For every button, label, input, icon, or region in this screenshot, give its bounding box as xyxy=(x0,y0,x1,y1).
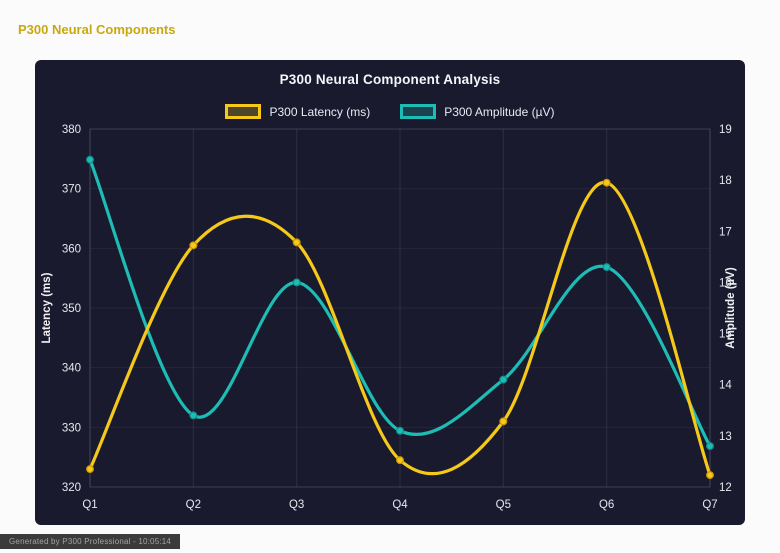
amplitude-point xyxy=(602,263,611,272)
left-axis-tick-label: 350 xyxy=(62,303,81,315)
latency-point xyxy=(396,456,405,465)
x-axis-tick-label: Q3 xyxy=(289,499,304,511)
chart-title: P300 Neural Component Analysis xyxy=(279,72,501,87)
right-axis-tick-label: 15 xyxy=(719,329,732,341)
amplitude-point xyxy=(499,375,508,384)
x-axis-tick-label: Q5 xyxy=(496,499,511,511)
plot-svg: 320 330 340 350 360 370 380 12 13 14 15 16 17 18 19 Q1 Q… xyxy=(41,124,737,511)
amplitude-point xyxy=(292,278,301,287)
x-axis-tick-label: Q1 xyxy=(82,499,97,511)
plot-border xyxy=(89,128,711,488)
chart-panel: 320 330 340 350 360 370 380 12 13 14 15 16 17 18 19 Q1 Q… xyxy=(35,60,745,525)
latency-point xyxy=(705,471,714,480)
amplitude-point xyxy=(396,426,405,435)
latency-point xyxy=(499,417,508,426)
right-axis-tick-label: 18 xyxy=(719,175,732,187)
latency-swatch-icon xyxy=(225,104,262,119)
amplitude-point xyxy=(705,442,714,451)
legend-label-latency: P300 Latency (ms) xyxy=(269,104,371,119)
x-axis-tick-label: Q4 xyxy=(392,499,408,511)
latency-point xyxy=(602,178,611,187)
latency-point xyxy=(292,238,301,247)
page-title: P300 Neural Components xyxy=(18,22,176,37)
right-axis-tick-label: 13 xyxy=(719,431,732,443)
x-axis-tick-label: Q2 xyxy=(186,499,201,511)
legend-label-amplitude: P300 Amplitude (µV) xyxy=(444,104,555,119)
right-axis-tick-label: 14 xyxy=(719,380,732,392)
amplitude-point xyxy=(189,411,198,420)
right-axis-title: Amplitude (µV) xyxy=(725,267,737,349)
left-axis-title: Latency (ms) xyxy=(41,272,53,343)
legend-item-amplitude[interactable]: P300 Amplitude (µV) xyxy=(400,104,555,119)
right-axis-tick-label: 17 xyxy=(719,226,732,238)
legend-item-latency[interactable]: P300 Latency (ms) xyxy=(225,104,370,119)
amplitude-swatch-icon xyxy=(400,104,437,119)
right-axis-tick-label: 16 xyxy=(719,277,732,289)
right-axis-tick-label: 12 xyxy=(719,482,732,494)
left-axis-tick-label: 380 xyxy=(62,124,81,136)
left-axis-tick-label: 360 xyxy=(62,243,81,255)
legend: P300 Latency (ms) P300 Amplitude (µV) xyxy=(35,104,745,119)
right-axis-tick-label: 19 xyxy=(719,124,732,136)
left-axis-tick-label: 330 xyxy=(62,422,81,434)
amplitude-point xyxy=(85,155,94,164)
left-axis-tick-label: 340 xyxy=(62,363,81,375)
left-axis-tick-label: 320 xyxy=(62,482,81,494)
latency-point xyxy=(85,465,94,474)
latency-point xyxy=(189,241,198,250)
left-axis-tick-label: 370 xyxy=(62,184,81,196)
status-bar: Generated by P300 Professional - 10:05:1… xyxy=(0,534,181,549)
x-axis-tick-label: Q7 xyxy=(702,499,717,511)
x-axis-tick-label: Q6 xyxy=(599,499,614,511)
